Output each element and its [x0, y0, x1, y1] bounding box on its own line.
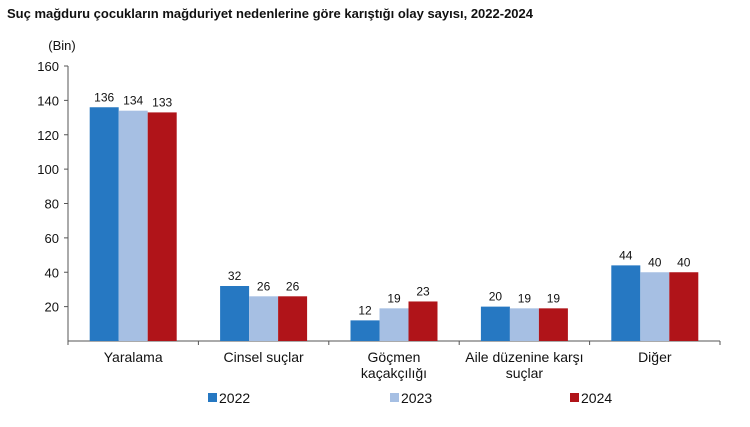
bar-2022 — [89, 107, 119, 341]
legend-label: 2022 — [219, 390, 250, 406]
bar-2023 — [509, 308, 539, 341]
bar-2022 — [611, 265, 641, 341]
bar-2022 — [220, 286, 250, 341]
bar-2024 — [408, 301, 438, 341]
data-label: 134 — [123, 94, 143, 108]
data-label: 40 — [677, 255, 691, 269]
legend-swatch-2024 — [570, 393, 579, 402]
bar-2022 — [350, 320, 380, 341]
bar-2023 — [379, 308, 409, 341]
data-label: 23 — [416, 284, 430, 298]
y-axis-label: (Bin) — [48, 38, 75, 53]
data-label: 26 — [286, 279, 300, 293]
x-tick-label: kaçakçılığı — [361, 365, 427, 381]
y-tick-label: 60 — [45, 231, 59, 246]
data-label: 136 — [94, 90, 114, 104]
legend-label: 2024 — [581, 390, 612, 406]
bar-2023 — [640, 272, 670, 341]
y-tick-label: 20 — [45, 300, 59, 315]
chart-title: Suç mağduru çocukların mağduriyet nedenl… — [7, 6, 533, 21]
bar-2023 — [118, 110, 148, 341]
x-tick-label: Diğer — [638, 349, 672, 365]
data-label: 32 — [228, 269, 242, 283]
data-label: 19 — [518, 291, 532, 305]
x-tick-label: suçlar — [506, 365, 544, 381]
data-label: 20 — [489, 290, 503, 304]
x-tick-label: Yaralama — [104, 349, 163, 365]
bar-2024 — [669, 272, 699, 341]
x-tick-label: Aile düzenine karşı — [465, 349, 583, 365]
data-label: 44 — [619, 248, 633, 262]
data-label: 19 — [547, 291, 561, 305]
data-label: 40 — [648, 255, 662, 269]
data-label: 26 — [257, 279, 271, 293]
legend-label: 2023 — [401, 390, 432, 406]
x-tick-label: Göçmen — [368, 349, 421, 365]
legend-swatch-2023 — [390, 393, 399, 402]
y-tick-label: 120 — [37, 128, 59, 143]
bar-2022 — [480, 306, 510, 341]
bar-2024 — [278, 296, 308, 341]
y-tick-label: 80 — [45, 197, 59, 212]
bar-2024 — [538, 308, 568, 341]
data-label: 12 — [358, 303, 372, 317]
data-label: 19 — [387, 291, 401, 305]
bar-2023 — [249, 296, 279, 341]
y-tick-label: 40 — [45, 265, 59, 280]
x-tick-label: Cinsel suçlar — [224, 349, 304, 365]
y-tick-label: 160 — [37, 59, 59, 74]
y-tick-label: 140 — [37, 93, 59, 108]
bar-2024 — [147, 112, 177, 341]
legend-swatch-2022 — [208, 393, 217, 402]
data-label: 133 — [152, 95, 172, 109]
y-tick-label: 100 — [37, 162, 59, 177]
